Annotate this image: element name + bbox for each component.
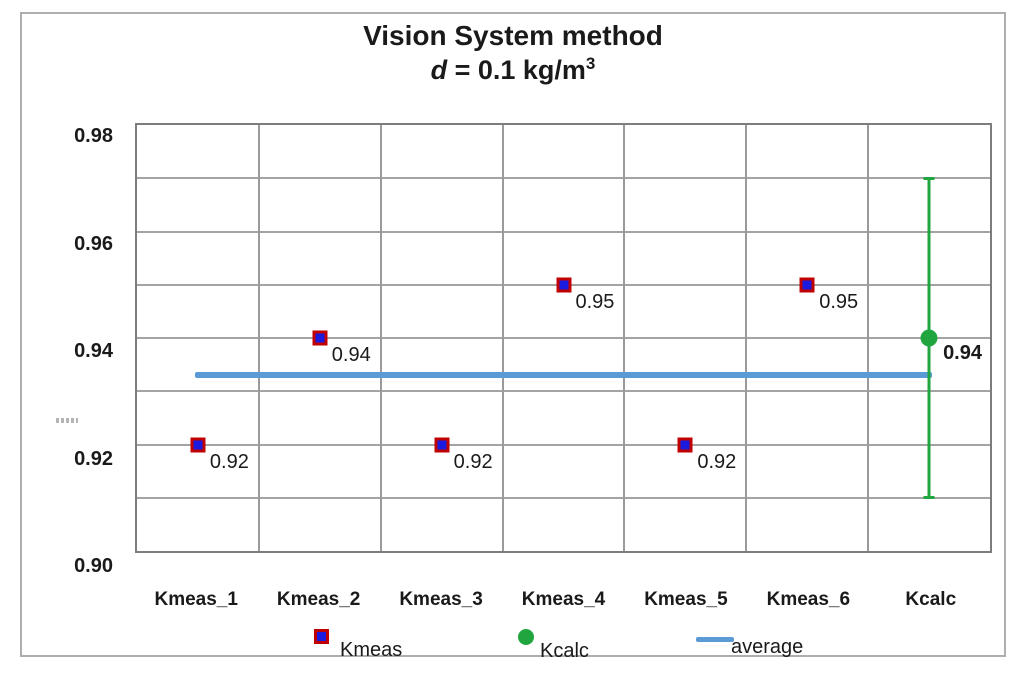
data-label: 0.94 [943, 342, 982, 364]
data-label: 0.95 [575, 290, 615, 313]
gridline-vertical [745, 125, 748, 551]
legend-label-kcalc: Kcalc [540, 640, 589, 662]
kcalc-circle-marker-icon [518, 629, 534, 645]
gridline-vertical [379, 125, 382, 551]
x-axis-category-label: Kmeas_4 [521, 589, 606, 610]
y-axis-tick-label: 0.92 [74, 447, 113, 470]
data-point-kmeas-4 [556, 277, 571, 293]
data-point-kmeas-6 [799, 277, 815, 293]
gridline-horizontal [137, 177, 990, 180]
subtitle-exponent: 3 [585, 54, 596, 73]
gridline-horizontal [137, 337, 990, 339]
data-label: 0.94 [331, 344, 371, 366]
chart-subtitle: d = 0.1 kg/m3 [20, 54, 1006, 86]
x-axis-category-label: Kmeas_3 [399, 589, 483, 610]
data-label: 0.92 [209, 450, 249, 473]
data-point-kcalc [920, 329, 938, 347]
kmeas-square-marker-icon [314, 629, 329, 644]
x-axis-category-label: Kmeas_2 [276, 589, 361, 610]
chart-title: Vision System method [363, 20, 663, 51]
average-line [194, 372, 933, 379]
legend-label-average: average [731, 636, 804, 658]
y-axis-tick-label: 0.98 [74, 125, 113, 147]
gridline-vertical [501, 125, 504, 551]
plot-area: 0.92 0.94 0.92 0.95 0.92 0.95 0.94 [135, 123, 992, 553]
average-line-marker-icon [696, 637, 734, 642]
data-label: 0.95 [819, 290, 859, 313]
gridline-horizontal [137, 443, 990, 446]
kcalc-error-bar-cap-bottom [923, 495, 935, 499]
gridline-horizontal [137, 496, 990, 499]
data-point-kmeas-5 [677, 437, 693, 452]
subtitle-variable-d: d [430, 55, 448, 85]
y-axis-title-tiny [56, 418, 78, 423]
data-point-kmeas-1 [190, 437, 206, 452]
x-axis-category-label: Kmeas_5 [644, 589, 728, 610]
y-axis-tick-label: 0.90 [74, 555, 113, 577]
x-axis-category-label: Kmeas_1 [154, 589, 238, 610]
legend-label-kmeas: Kmeas [340, 639, 403, 661]
data-label: 0.92 [453, 450, 493, 473]
gridline-horizontal [137, 230, 990, 233]
gridline-vertical [623, 125, 626, 551]
data-point-kmeas-2 [312, 330, 328, 346]
gridline-vertical [257, 125, 260, 551]
subtitle-units: = 0.1 kg/m [447, 55, 586, 85]
x-axis-category-labels: Kmeas_1 Kmeas_2 Kmeas_3 Kmeas_4 Kmeas_5 Kmeas… [135, 589, 992, 615]
y-axis-tick-labels: 0.98 0.96 0.94 0.92 0.90 [36, 123, 113, 577]
data-label: 0.92 [697, 450, 737, 473]
data-point-kmeas-3 [434, 437, 450, 452]
y-axis-tick-label: 0.96 [74, 232, 113, 255]
y-axis-tick-label: 0.94 [74, 340, 113, 362]
kcalc-error-bar-cap-top [923, 177, 935, 181]
gridline-vertical [867, 125, 870, 551]
x-axis-category-label: Kmeas_6 [766, 589, 851, 610]
x-axis-category-label: Kcalc [905, 589, 957, 610]
gridline-horizontal [137, 390, 990, 393]
